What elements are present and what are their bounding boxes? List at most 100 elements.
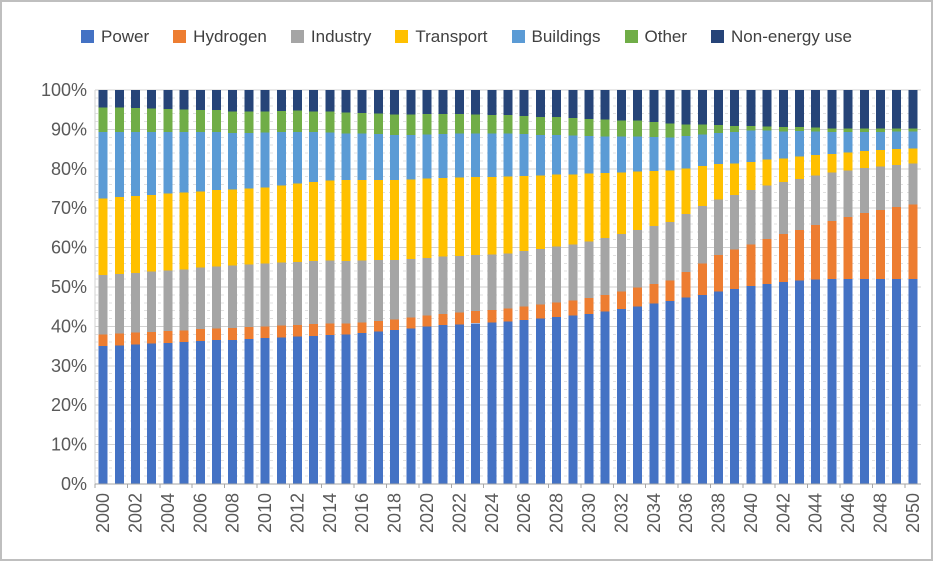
segment-transport	[649, 170, 659, 226]
segment-other	[827, 128, 837, 133]
segment-other	[778, 127, 788, 132]
bar-2021	[438, 90, 448, 484]
bar-2042	[778, 90, 788, 484]
segment-industry	[373, 260, 383, 321]
segment-hydrogen	[892, 207, 902, 280]
segment-non-energy-use	[244, 90, 254, 112]
segment-non-energy-use	[309, 90, 319, 112]
segment-transport	[98, 198, 108, 276]
segment-hydrogen	[325, 323, 335, 336]
bar-2033	[633, 90, 643, 484]
segment-non-energy-use	[325, 90, 335, 112]
segment-hydrogen	[357, 322, 367, 334]
segment-power	[131, 344, 140, 484]
x-axis-tick-label: 2002	[125, 493, 145, 533]
segment-transport	[260, 187, 270, 264]
segment-hydrogen	[795, 229, 804, 281]
bar-2026	[519, 90, 529, 484]
segment-buildings	[212, 132, 221, 191]
segment-other	[503, 115, 513, 134]
segment-power	[681, 297, 691, 484]
segment-other	[195, 110, 205, 133]
segment-industry	[552, 246, 562, 303]
segment-non-energy-use	[552, 90, 562, 118]
segment-industry	[260, 263, 270, 327]
segment-other	[325, 111, 335, 133]
segment-buildings	[163, 132, 173, 194]
bar-2008	[228, 90, 238, 484]
segment-transport	[616, 172, 626, 235]
segment-transport	[552, 174, 562, 247]
segment-non-energy-use	[260, 90, 270, 112]
segment-other	[908, 128, 918, 132]
segment-power	[762, 283, 772, 484]
segment-transport	[131, 195, 140, 273]
segment-hydrogen	[584, 298, 594, 314]
segment-industry	[665, 221, 675, 281]
bar-2022	[454, 90, 464, 484]
segment-hydrogen	[762, 238, 772, 284]
segment-power	[114, 345, 124, 484]
segment-power	[552, 316, 562, 484]
segment-hydrogen	[616, 291, 626, 310]
segment-other	[147, 108, 157, 133]
segment-transport	[276, 185, 286, 263]
segment-transport	[228, 189, 238, 266]
segment-transport	[746, 162, 756, 191]
segment-transport	[390, 179, 400, 260]
segment-power	[714, 291, 723, 484]
x-axis-tick-label: 2020	[417, 493, 437, 533]
segment-non-energy-use	[714, 90, 723, 126]
segment-hydrogen	[908, 204, 918, 280]
segment-power	[746, 286, 756, 484]
y-axis-tick-label: 10%	[51, 435, 87, 455]
segment-hydrogen	[390, 319, 400, 330]
segment-non-energy-use	[633, 90, 643, 121]
segment-buildings	[697, 134, 707, 167]
bar-2004	[163, 90, 173, 484]
segment-power	[795, 280, 804, 484]
segment-hydrogen	[98, 334, 108, 347]
segment-hydrogen	[568, 300, 578, 316]
legend-label: Power	[100, 27, 150, 46]
bar-2045	[827, 90, 837, 484]
segment-other	[665, 123, 675, 138]
segment-non-energy-use	[681, 90, 691, 125]
segment-non-energy-use	[422, 90, 432, 115]
x-axis-tick-label: 2044	[806, 493, 826, 533]
segment-buildings	[454, 133, 464, 178]
segment-hydrogen	[212, 328, 221, 341]
segment-industry	[778, 182, 788, 235]
segment-other	[244, 111, 254, 133]
segment-non-energy-use	[535, 90, 545, 117]
segment-other	[406, 114, 416, 135]
y-axis-tick-label: 20%	[51, 395, 87, 415]
x-axis-tick-label: 2030	[579, 493, 599, 533]
segment-transport	[406, 179, 416, 260]
bar-2014	[325, 90, 335, 484]
y-axis-tick-label: 30%	[51, 356, 87, 376]
x-axis-tick-label: 2032	[611, 493, 631, 533]
segment-industry	[341, 261, 351, 324]
x-axis-tick-label: 2024	[482, 493, 502, 533]
legend-swatch-icon	[511, 30, 525, 43]
segment-other	[471, 114, 481, 134]
segment-transport	[859, 151, 869, 169]
segment-power	[98, 346, 108, 484]
segment-hydrogen	[665, 280, 675, 301]
bar-2005	[179, 90, 189, 484]
segment-transport	[795, 156, 804, 180]
segment-non-energy-use	[616, 90, 626, 121]
segment-industry	[681, 214, 691, 273]
segment-other	[811, 127, 821, 132]
segment-industry	[487, 254, 497, 310]
segment-non-energy-use	[212, 90, 221, 111]
segment-power	[406, 328, 416, 484]
segment-other	[293, 110, 302, 132]
segment-non-energy-use	[908, 90, 918, 129]
x-axis-tick-label: 2042	[773, 493, 793, 533]
segment-industry	[503, 253, 513, 309]
bar-2015	[341, 90, 351, 484]
segment-buildings	[600, 136, 610, 174]
segment-power	[649, 303, 659, 484]
